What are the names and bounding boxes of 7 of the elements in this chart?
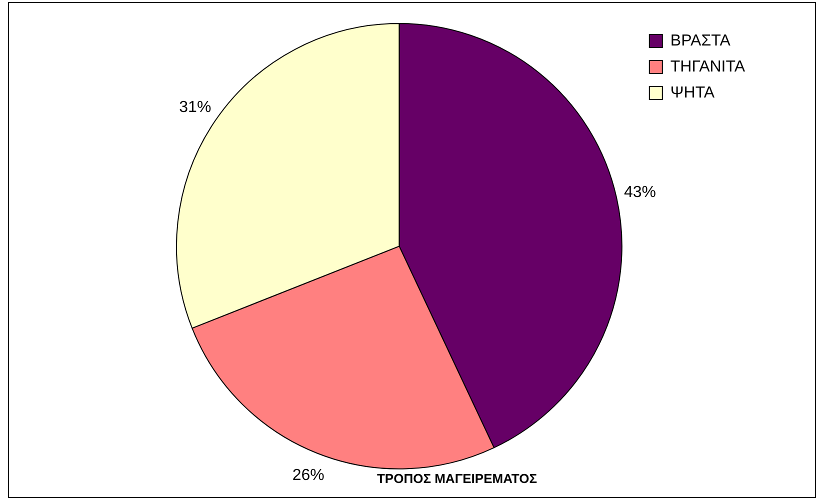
data-label: 31% — [179, 98, 212, 116]
data-label: 43% — [624, 184, 656, 201]
legend-label: ΤΗΓΑΝΙΤΑ — [670, 58, 746, 76]
legend-label: ΨΗΤΑ — [670, 84, 715, 102]
data-label: 26% — [292, 466, 324, 484]
text: ΤΡΟΠΟΣ ΜΑΓΕΙΡΕΜΑΤΟΣ — [376, 470, 538, 486]
legend-label: ΒΡΑΣΤΑ — [670, 32, 731, 50]
